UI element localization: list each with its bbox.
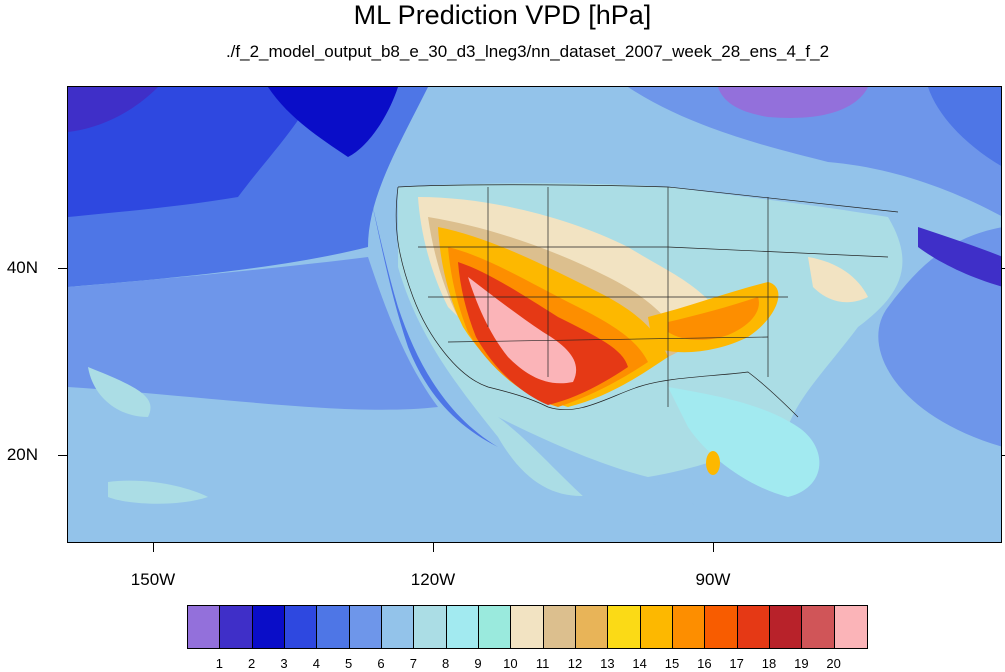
colorbar-tick-label: 16: [697, 656, 712, 671]
colorbar-tick-label: 12: [567, 656, 583, 671]
field-band-labrador: [928, 87, 1001, 166]
lon-tick-150w: [153, 543, 154, 552]
colorbar-swatch: [608, 606, 641, 648]
colorbar-swatch: [446, 606, 479, 648]
colorbar-swatch: [737, 606, 770, 648]
colorbar-swatch: [802, 606, 835, 648]
colorbar-swatch: [705, 606, 738, 648]
colorbar-swatch: [672, 606, 706, 648]
colorbar: [187, 605, 868, 649]
chart-subtitle: ./f_2_model_output_b8_e_30_d3_lneg3/nn_d…: [225, 42, 830, 61]
colorbar-tick-label: 11: [535, 656, 550, 671]
colorbar-swatch: [317, 606, 350, 648]
colorbar-swatch: [349, 606, 382, 648]
colorbar-swatch: [220, 606, 253, 648]
lat-tick-20n-right: [1001, 455, 1005, 456]
colorbar-tick-label: 20: [826, 656, 841, 671]
field-band-deep-blue: [268, 87, 398, 157]
lat-label-20n: 20N: [6, 445, 38, 464]
colorbar-tick-label: 8: [442, 656, 450, 671]
colorbar-tick-label: 14: [632, 656, 647, 671]
colorbar-swatch: [284, 606, 318, 648]
lat-tick-40n: [58, 268, 67, 269]
colorbar-tick-label: 4: [312, 656, 320, 671]
chart-title: ML Prediction VPD [hPa]: [353, 0, 652, 30]
colorbar-tick-label: 18: [761, 656, 777, 671]
field-band-atlantic: [878, 227, 1001, 447]
colorbar-tick-label: 9: [474, 656, 482, 671]
colorbar-swatch: [188, 606, 221, 648]
field-land-mexico: [498, 417, 708, 525]
field-band-gulf: [668, 387, 820, 497]
colorbar-tick-label: 2: [248, 656, 256, 671]
field-band-hudson: [718, 87, 868, 118]
field-band-east-coast: [808, 257, 868, 303]
colorbar-swatch: [640, 606, 673, 648]
colorbar-tick-label: 3: [280, 656, 288, 671]
field-band-gulf-alaska: [68, 87, 318, 217]
colorbar-swatch: [543, 606, 576, 648]
colorbar-tick-label: 10: [503, 656, 518, 671]
field-spot-yucatan: [706, 451, 720, 475]
field-band-alaska: [68, 87, 158, 132]
colorbar-tick-label: 13: [600, 656, 615, 671]
lat-tick-40n-right: [1001, 268, 1005, 269]
colorbar-swatch: [511, 606, 544, 648]
colorbar-swatch: [252, 606, 285, 648]
colorbar-tick-label: 5: [345, 656, 353, 671]
field-band-20: [468, 277, 577, 384]
field-band-pacific-mid: [68, 257, 438, 410]
colorbar-tick-label: 6: [377, 656, 385, 671]
lon-label-150w: 150W: [130, 570, 176, 589]
lon-label-120w: 120W: [410, 570, 456, 589]
colorbar-swatch: [575, 606, 609, 648]
colorbar-swatch: [381, 606, 415, 648]
colorbar-swatch: [414, 606, 447, 648]
colorbar-tick-label: 15: [664, 656, 680, 671]
field-band-atlantic-dark: [918, 227, 1001, 287]
field-band-canada: [628, 87, 1001, 216]
colorbar-swatch: [478, 606, 512, 648]
colorbar-tick-label: 7: [409, 656, 417, 671]
lat-tick-20n: [58, 455, 67, 456]
lat-label-40n: 40N: [6, 258, 38, 277]
field-band-plume-core: [668, 297, 759, 340]
map-panel: [67, 86, 1002, 543]
boundary-lines: [395, 184, 899, 418]
lon-tick-120w: [433, 543, 434, 552]
lon-label-90w: 90W: [695, 570, 731, 589]
colorbar-swatch: [834, 606, 867, 648]
colorbar-tick-label: 17: [729, 656, 744, 671]
colorbar-tick-label: 19: [794, 656, 809, 671]
colorbar-tick-label: 1: [215, 656, 223, 671]
field-band-hawaii: [108, 480, 208, 504]
field-band-pacific-patch: [88, 367, 151, 417]
colorbar-swatch: [769, 606, 803, 648]
lon-tick-90w: [713, 543, 714, 552]
vpd-field-map: [68, 87, 1001, 542]
